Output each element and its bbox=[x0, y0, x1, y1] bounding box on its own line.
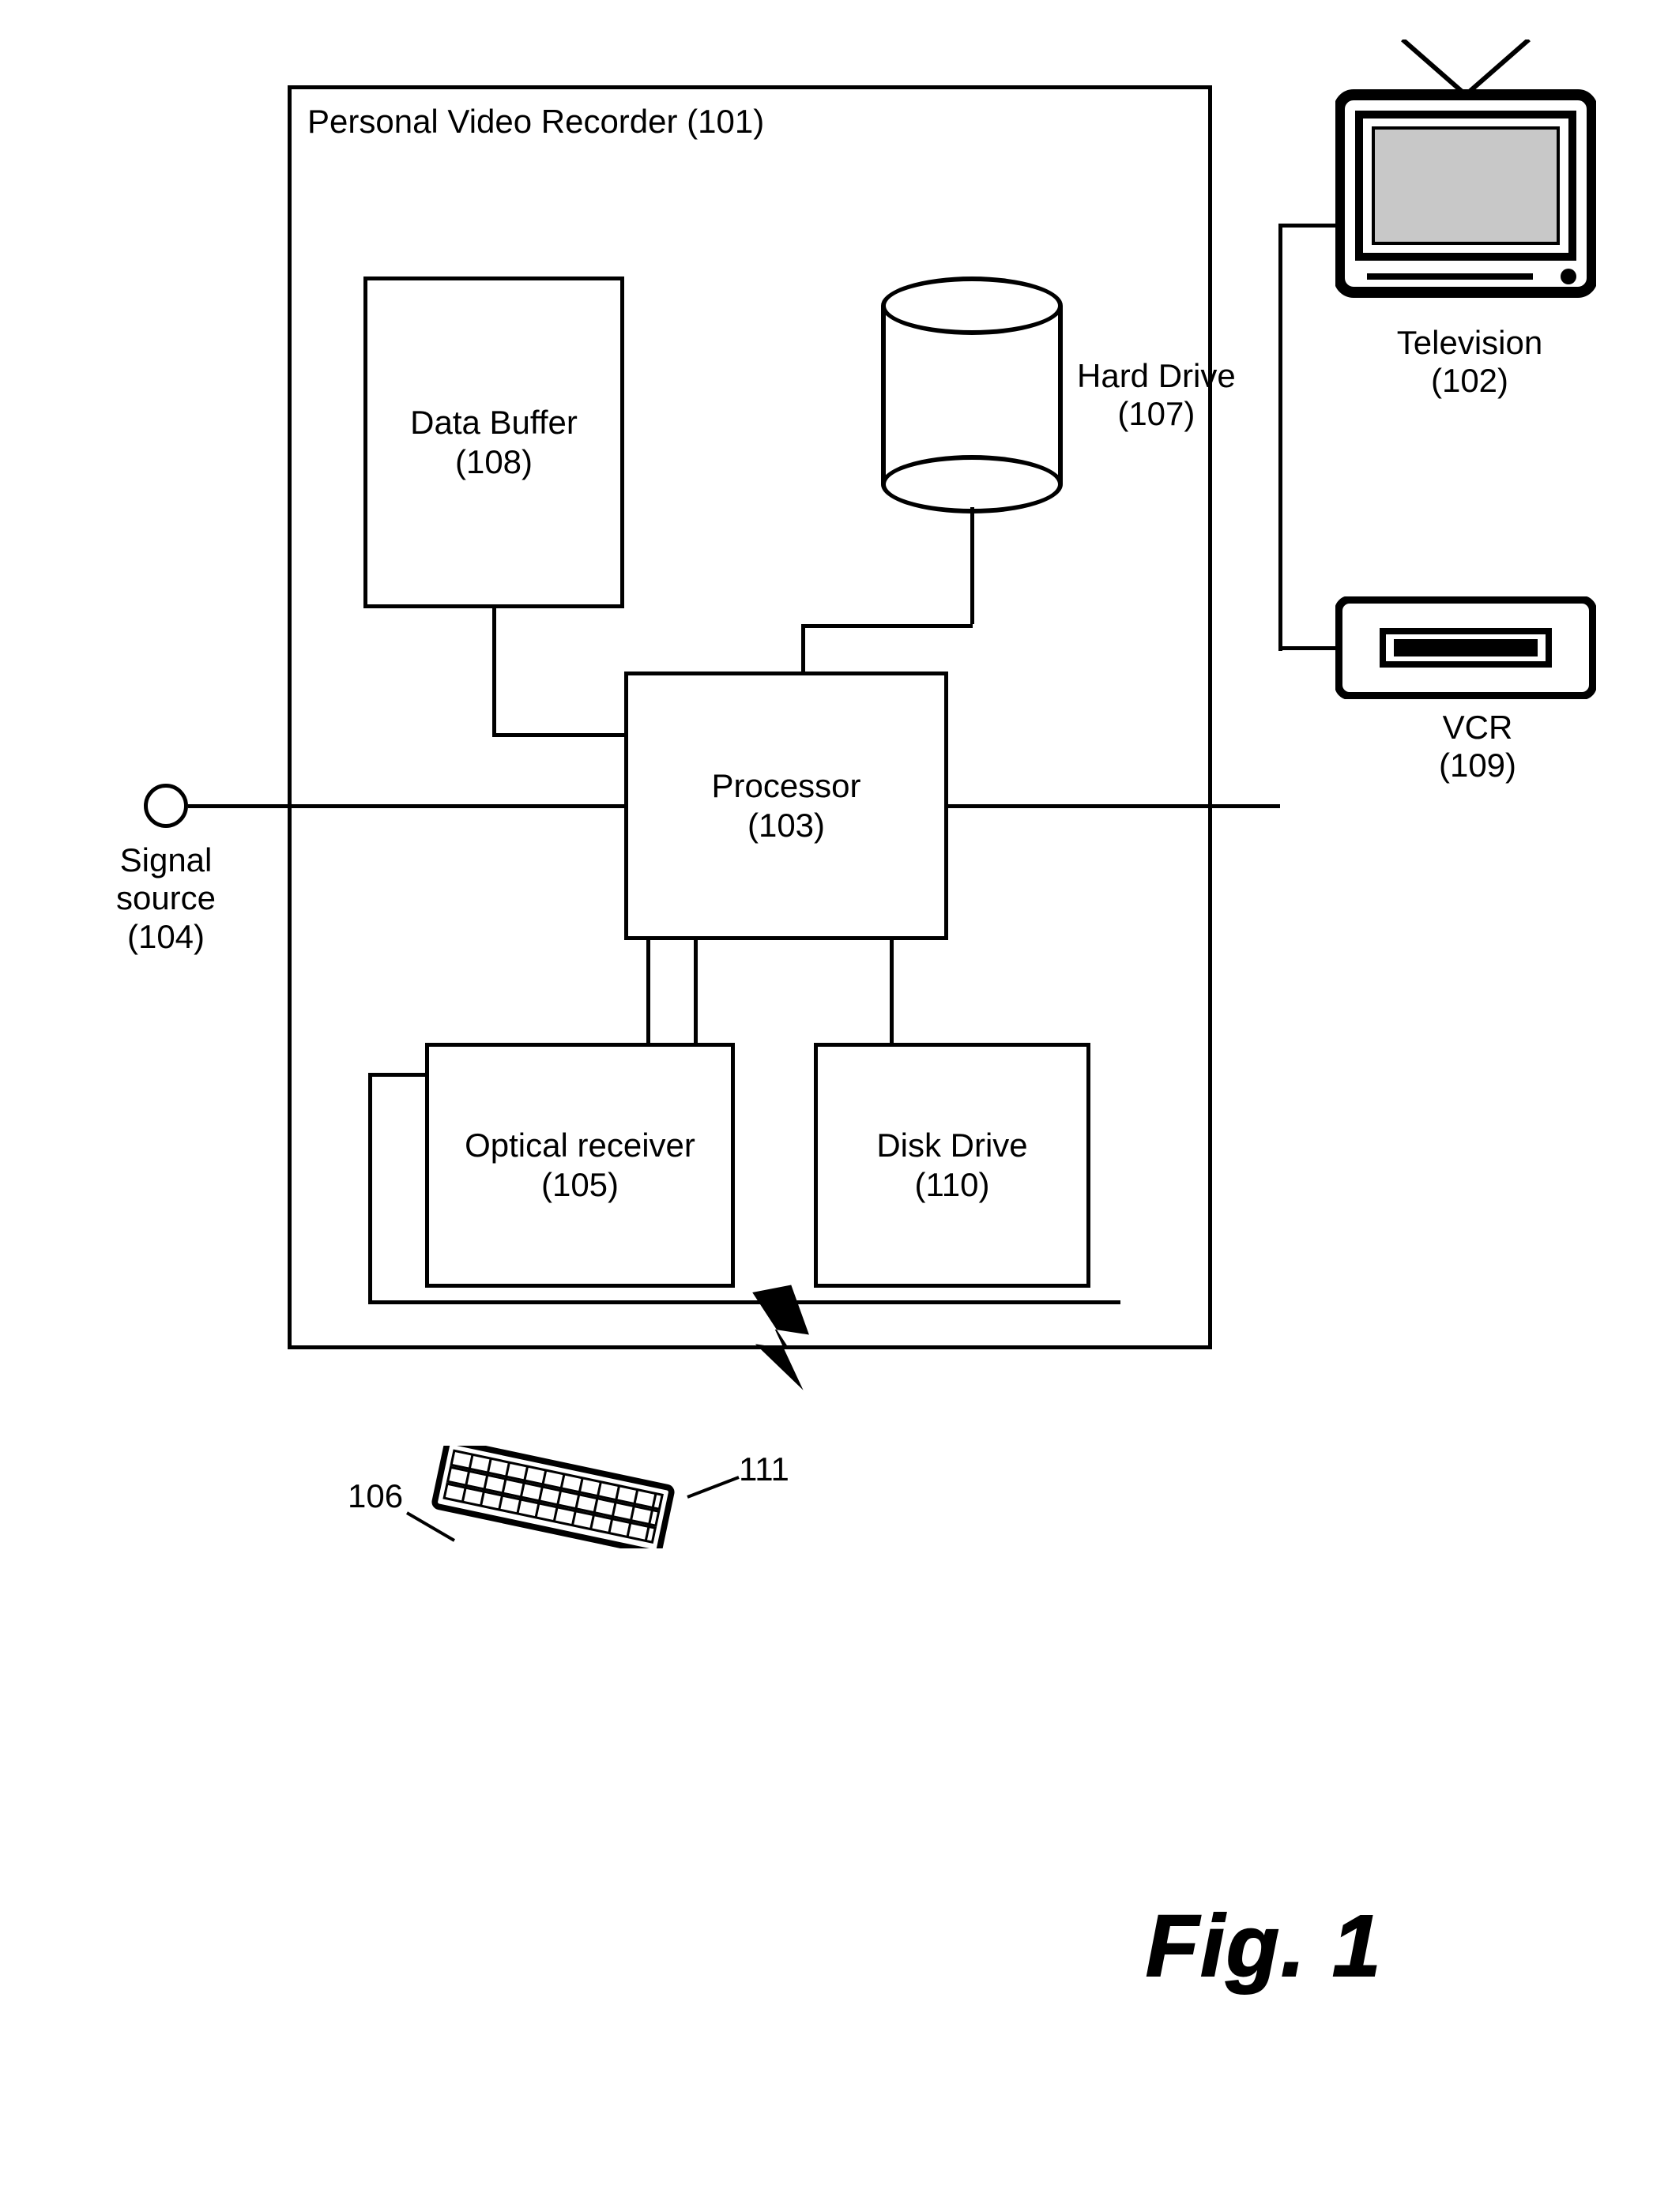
connector-segment bbox=[1278, 224, 1337, 228]
hard-drive-label-group: Hard Drive (107) bbox=[1077, 357, 1236, 434]
disk-drive-ref: (110) bbox=[915, 1165, 990, 1205]
cylinder-top bbox=[881, 276, 1063, 335]
signal-source-node bbox=[144, 784, 188, 828]
data-buffer-label: Data Buffer bbox=[410, 403, 578, 442]
signal-source-ref: (104) bbox=[99, 918, 233, 956]
connector-segment bbox=[948, 804, 1280, 808]
connector-segment bbox=[368, 1074, 372, 1302]
connector-segment bbox=[1278, 225, 1282, 651]
cylinder-bottom bbox=[881, 455, 1063, 514]
signal-source-label2: source bbox=[99, 879, 233, 917]
connector-segment bbox=[801, 624, 805, 672]
diagram-canvas: Personal Video Recorder (101) Data Buffe… bbox=[0, 0, 1653, 2212]
figure-label: Fig. 1 bbox=[1146, 1896, 1382, 1996]
disk-drive-label: Disk Drive bbox=[876, 1126, 1027, 1165]
connector-segment bbox=[890, 940, 894, 1043]
keyboard-ref-106: 106 bbox=[348, 1477, 403, 1515]
optical-rx-label: Optical receiver bbox=[465, 1126, 695, 1165]
connector-segment bbox=[694, 940, 698, 1043]
signal-source-label-group: Signal source (104) bbox=[99, 841, 233, 956]
hard-drive-label: Hard Drive bbox=[1077, 357, 1236, 395]
block-hard-drive bbox=[881, 276, 1063, 514]
processor-ref: (103) bbox=[747, 806, 825, 845]
signal-source-label1: Signal bbox=[99, 841, 233, 879]
television-label-group: Television (102) bbox=[1367, 324, 1572, 401]
keyboard-ref-111: 111 bbox=[739, 1450, 789, 1488]
connector-segment bbox=[1278, 646, 1337, 650]
connector-segment bbox=[646, 940, 650, 1043]
television-ref: (102) bbox=[1367, 362, 1572, 400]
connector-segment bbox=[970, 507, 974, 624]
television-label: Television bbox=[1367, 324, 1572, 362]
vcr-label-group: VCR (109) bbox=[1414, 709, 1541, 785]
pvr-title: Personal Video Recorder (101) bbox=[307, 102, 764, 141]
optical-rx-ref: (105) bbox=[541, 1165, 619, 1205]
block-disk-drive: Disk Drive (110) bbox=[814, 1043, 1090, 1288]
block-processor: Processor (103) bbox=[624, 672, 948, 940]
television-icon bbox=[1335, 40, 1596, 308]
connector-segment bbox=[492, 608, 496, 735]
hard-drive-ref: (107) bbox=[1077, 395, 1236, 433]
connector-segment bbox=[188, 804, 624, 808]
connector-segment bbox=[801, 624, 973, 628]
block-data-buffer: Data Buffer (108) bbox=[363, 276, 624, 608]
connector-segment bbox=[368, 1073, 425, 1077]
data-buffer-ref: (108) bbox=[455, 442, 533, 482]
keyboard-icon bbox=[411, 1446, 695, 1548]
vcr-icon bbox=[1335, 596, 1596, 699]
connector-segment bbox=[492, 733, 626, 737]
vcr-ref: (109) bbox=[1414, 747, 1541, 784]
vcr-label: VCR bbox=[1414, 709, 1541, 747]
processor-label: Processor bbox=[711, 766, 860, 806]
connector-segment bbox=[368, 1300, 1120, 1304]
block-optical-receiver: Optical receiver (105) bbox=[425, 1043, 735, 1288]
